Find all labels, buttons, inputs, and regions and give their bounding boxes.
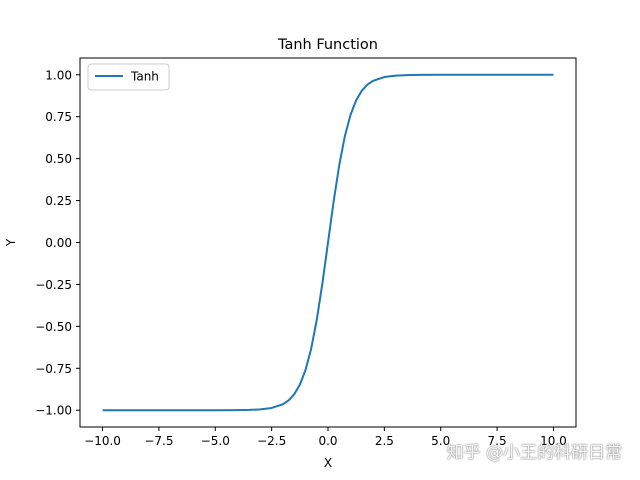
x-axis: −10.0 −7.5 −5.0 −2.5 0.0 2.5 5.0 7.5 10.0 [84, 427, 567, 448]
x-axis-label: X [324, 456, 332, 470]
legend-label-tanh: Tanh [130, 70, 159, 84]
y-tick-label: −0.25 [35, 278, 72, 292]
x-tick-label: 5.0 [431, 434, 450, 448]
x-tick-label: 0.0 [318, 434, 337, 448]
y-tick-label: 0.75 [45, 110, 72, 124]
y-tick-label: 1.00 [45, 68, 72, 82]
x-tick-label: 2.5 [375, 434, 394, 448]
watermark: 知乎 @小王的科研日常 [446, 443, 622, 463]
y-axis-label: Y [4, 238, 18, 247]
x-tick-label: −2.5 [257, 434, 286, 448]
y-tick-label: −1.00 [35, 404, 72, 418]
series-line-tanh [102, 73, 554, 412]
x-tick-label: −7.5 [144, 434, 173, 448]
y-tick-label: 0.00 [45, 236, 72, 250]
x-tick-label: 7.5 [488, 434, 507, 448]
y-axis: −1.00 −0.75 −0.50 −0.25 0.00 0.25 0.50 0.75 1.00 [35, 68, 80, 418]
x-tick-label: −5.0 [201, 434, 230, 448]
legend: Tanh [87, 63, 170, 91]
chart-title: Tanh Function [277, 37, 378, 53]
x-tick-label: −10.0 [84, 434, 121, 448]
legend-box [87, 63, 170, 91]
y-tick-label: −0.75 [35, 362, 72, 376]
x-tick-label: 10.0 [540, 434, 567, 448]
y-tick-label: 0.25 [45, 194, 72, 208]
y-tick-label: −0.50 [35, 320, 72, 334]
y-tick-label: 0.50 [45, 152, 72, 166]
